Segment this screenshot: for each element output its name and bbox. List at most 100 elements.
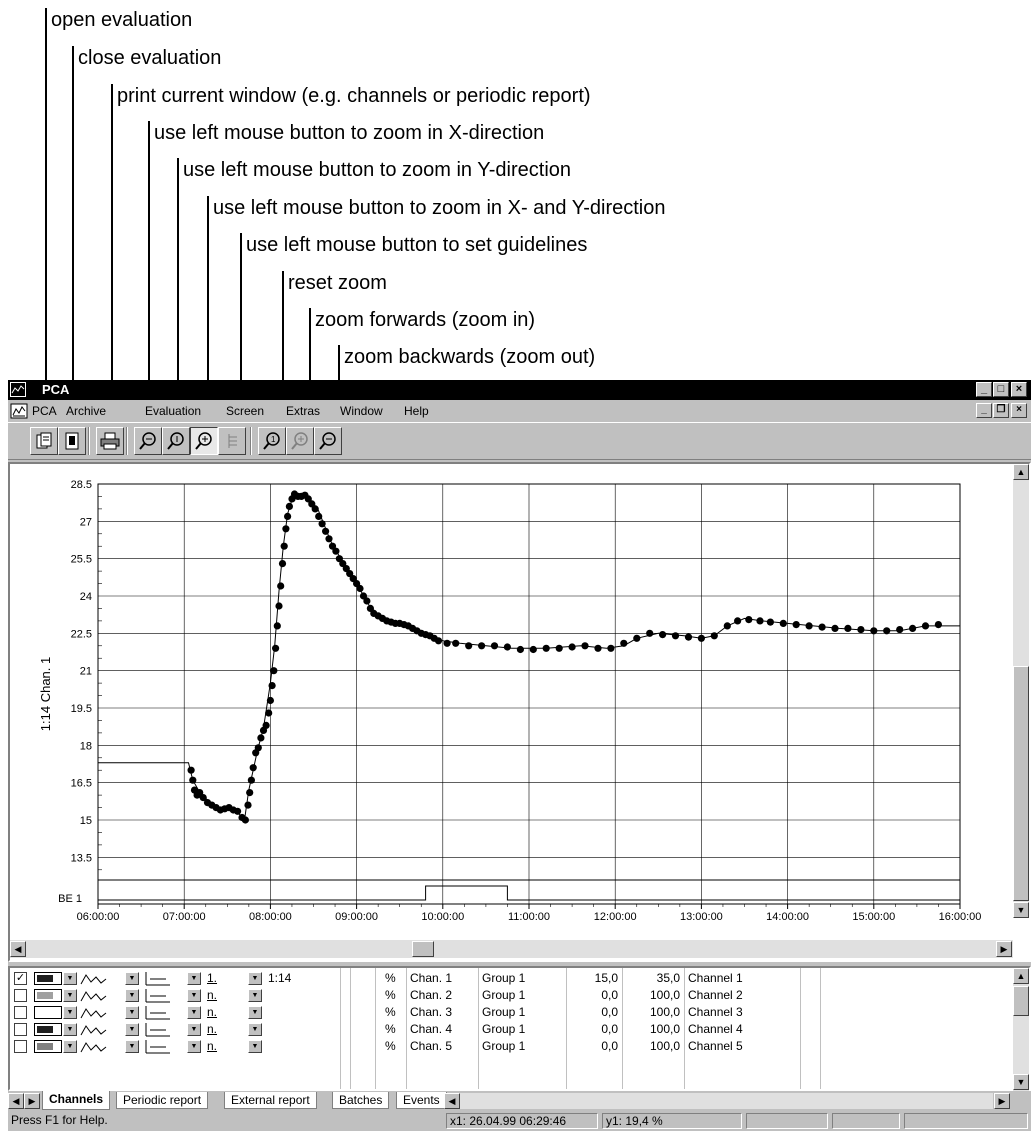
zoom-forward-icon[interactable] [286, 427, 314, 455]
channel-color-swatch[interactable] [34, 1006, 62, 1019]
axis-style-icon[interactable] [144, 1039, 174, 1054]
chevron-down-icon[interactable]: ▼ [248, 1040, 262, 1053]
tab-external-report[interactable]: External report [224, 1092, 317, 1109]
axis-style-icon[interactable] [144, 971, 174, 986]
mdi-restore-button[interactable]: ❐ [993, 403, 1009, 418]
scroll-left-button[interactable]: ◀ [10, 941, 26, 957]
chevron-down-icon[interactable]: ▼ [187, 1006, 201, 1019]
channel-style-marker[interactable]: n. [207, 988, 218, 1002]
channel-color-swatch[interactable] [34, 972, 62, 985]
table-row[interactable]: ▼ ▼ ▼ n. ▼% Chan. 2 Group 1 0,0 100,0 Channel 2 [10, 987, 1000, 1004]
axis-style-icon[interactable] [144, 988, 174, 1003]
tab-batches[interactable]: Batches [332, 1092, 390, 1109]
menu-evaluation[interactable]: Evaluation [145, 404, 202, 418]
chart[interactable]: 28.5 27 25.5 24 22.5 21 19.5 18 16.5 15 13.5 06:00… [10, 464, 1010, 924]
scroll-right-button[interactable]: ▶ [996, 941, 1012, 957]
chart-vertical-scrollbar[interactable]: ▲ ▼ [1013, 464, 1029, 918]
chevron-down-icon[interactable]: ▼ [187, 972, 201, 985]
channel-style-marker[interactable]: n. [207, 1039, 218, 1053]
channel-style-marker[interactable]: 1. [207, 971, 218, 985]
chevron-down-icon[interactable]: ▼ [248, 1006, 262, 1019]
chevron-down-icon[interactable]: ▼ [187, 1023, 201, 1036]
chevron-down-icon[interactable]: ▼ [248, 972, 262, 985]
scroll-thumb[interactable] [1013, 986, 1029, 1016]
chevron-down-icon[interactable]: ▼ [125, 989, 139, 1002]
line-style-icon[interactable] [80, 988, 110, 1003]
line-style-icon[interactable] [80, 971, 110, 986]
channel-color-swatch[interactable] [34, 989, 62, 1002]
tab-scroll-left-button[interactable]: ◀ [8, 1093, 24, 1109]
channel-visible-checkbox[interactable]: ✓ [14, 972, 27, 985]
scroll-up-button[interactable]: ▲ [1013, 464, 1029, 480]
chevron-down-icon[interactable]: ▼ [125, 1006, 139, 1019]
minimize-button[interactable]: _ [976, 382, 992, 397]
chevron-down-icon[interactable]: ▼ [125, 972, 139, 985]
chevron-down-icon[interactable]: ▼ [187, 989, 201, 1002]
channel-visible-checkbox[interactable] [14, 1006, 27, 1019]
menu-help[interactable]: Help [404, 404, 429, 418]
close-evaluation-icon[interactable] [58, 427, 86, 455]
line-style-icon[interactable] [80, 1022, 110, 1037]
tab-events[interactable]: Events [396, 1092, 447, 1109]
tab-horizontal-scrollbar[interactable] [460, 1093, 993, 1109]
chevron-down-icon[interactable]: ▼ [248, 989, 262, 1002]
title-bar[interactable]: PCA _ □ × [8, 380, 1031, 400]
chevron-down-icon[interactable]: ▼ [187, 1040, 201, 1053]
mdi-minimize-button[interactable]: _ [976, 403, 992, 418]
mdi-close-button[interactable]: × [1011, 403, 1027, 418]
printer-icon[interactable] [96, 427, 124, 455]
axis-style-icon[interactable] [144, 1022, 174, 1037]
chevron-down-icon[interactable]: ▼ [125, 1040, 139, 1053]
scroll-up-button[interactable]: ▲ [1013, 968, 1029, 984]
line-style-icon[interactable] [80, 1039, 110, 1054]
chevron-down-icon[interactable]: ▼ [125, 1023, 139, 1036]
channel-color-swatch[interactable] [34, 1040, 62, 1053]
table-row[interactable]: ▼ ▼ ▼ n. ▼% Chan. 5 Group 1 0,0 100,0 Channel 5 [10, 1038, 1000, 1055]
menu-doc-icon[interactable] [10, 403, 28, 422]
channel-visible-checkbox[interactable] [14, 1023, 27, 1036]
table-row[interactable]: ✓ ▼ ▼ ▼ 1. ▼ 1:14% Chan. 1 Group 1 15,0 35,0 Channe… [10, 970, 1000, 987]
reset-zoom-icon[interactable]: 1 [258, 427, 286, 455]
chart-horizontal-scrollbar[interactable]: ◀ ▶ [10, 940, 1013, 958]
tab-hscroll-left-button[interactable]: ◀ [444, 1093, 460, 1109]
menu-pca[interactable]: PCA [32, 404, 57, 418]
chevron-down-icon[interactable]: ▼ [248, 1023, 262, 1036]
chevron-down-icon[interactable]: ▼ [63, 1023, 77, 1036]
scroll-thumb[interactable] [412, 941, 434, 957]
axis-style-icon[interactable] [144, 1005, 174, 1020]
tab-channels[interactable]: Channels [42, 1091, 111, 1110]
channel-visible-checkbox[interactable] [14, 989, 27, 1002]
menu-archive[interactable]: Archive [66, 404, 107, 418]
channel-style-marker[interactable]: n. [207, 1005, 218, 1019]
zoom-x-icon[interactable] [134, 427, 162, 455]
tab-scroll-right-button[interactable]: ▶ [24, 1093, 40, 1109]
menu-extras[interactable]: Extras [286, 404, 321, 418]
menu-window[interactable]: Window [340, 404, 383, 418]
chevron-down-icon[interactable]: ▼ [63, 972, 77, 985]
channel-visible-checkbox[interactable] [14, 1040, 27, 1053]
open-evaluation-icon[interactable] [30, 427, 58, 455]
guidelines-icon[interactable] [218, 427, 246, 455]
channel-color-swatch[interactable] [34, 1023, 62, 1036]
app-chart-icon[interactable] [10, 382, 26, 397]
zoom-y-icon[interactable] [162, 427, 190, 455]
scroll-down-button[interactable]: ▼ [1013, 1074, 1029, 1090]
chevron-down-icon[interactable]: ▼ [63, 989, 77, 1002]
line-style-icon[interactable] [80, 1005, 110, 1020]
scroll-down-button[interactable]: ▼ [1013, 902, 1029, 918]
close-button[interactable]: × [1011, 382, 1027, 397]
channel-style-marker[interactable]: n. [207, 1022, 218, 1036]
zoom-xy-icon[interactable] [190, 427, 218, 455]
maximize-button[interactable]: □ [993, 382, 1009, 397]
table-row[interactable]: ▼ ▼ ▼ n. ▼% Chan. 4 Group 1 0,0 100,0 Channel 4 [10, 1021, 1000, 1038]
scroll-thumb[interactable] [1013, 666, 1029, 901]
table-row[interactable]: ▼ ▼ ▼ n. ▼% Chan. 3 Group 1 0,0 100,0 Channel 3 [10, 1004, 1000, 1021]
zoom-back-icon[interactable] [314, 427, 342, 455]
chart-panel[interactable]: 28.5 27 25.5 24 22.5 21 19.5 18 16.5 15 13.5 06:00… [8, 462, 1031, 962]
menu-screen[interactable]: Screen [226, 404, 265, 418]
tab-periodic-report[interactable]: Periodic report [116, 1092, 209, 1109]
chevron-down-icon[interactable]: ▼ [63, 1006, 77, 1019]
tab-hscroll-right-button[interactable]: ▶ [994, 1093, 1010, 1109]
channel-vertical-scrollbar[interactable]: ▲ ▼ [1013, 968, 1029, 1092]
chevron-down-icon[interactable]: ▼ [63, 1040, 77, 1053]
